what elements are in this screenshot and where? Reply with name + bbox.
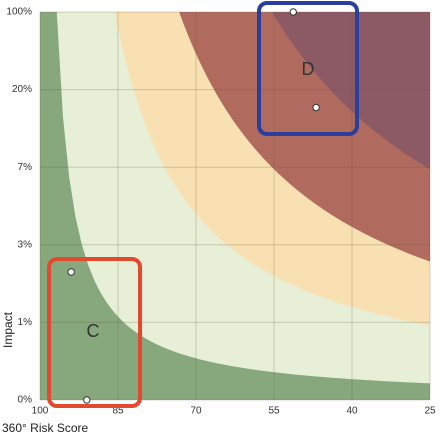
points <box>67 8 320 404</box>
point <box>83 396 91 404</box>
y-axis-title: Impact <box>1 311 15 348</box>
x-tick-label: 100 <box>32 406 49 417</box>
x-tick-label: 85 <box>112 406 124 417</box>
zone <box>271 12 430 170</box>
x-tick-label: 25 <box>424 406 436 417</box>
y-tick-label: 3% <box>18 239 33 250</box>
point <box>312 103 320 112</box>
point <box>289 8 297 16</box>
axes: 100 85 70 55 40 25 0% 1% 3% 7% 20% 100% <box>6 7 436 417</box>
y-tick-label: 0% <box>18 395 33 406</box>
annotation-label: C <box>87 321 100 341</box>
y-tick-label: 100% <box>6 7 32 18</box>
x-tick-label: 40 <box>346 406 358 417</box>
y-tick-label: 1% <box>18 317 33 328</box>
x-tick-label: 55 <box>268 406 280 417</box>
annotation-label: D <box>302 59 315 79</box>
y-tick-label: 20% <box>12 84 32 95</box>
x-tick-label: 70 <box>190 406 202 417</box>
point <box>67 268 75 276</box>
x-axis-title: 360° Risk Score <box>2 421 88 435</box>
grid <box>39 11 431 401</box>
annotation-box <box>257 1 359 136</box>
annotation-box <box>47 257 142 408</box>
risk-zones <box>40 12 431 400</box>
y-tick-label: 7% <box>18 162 33 173</box>
